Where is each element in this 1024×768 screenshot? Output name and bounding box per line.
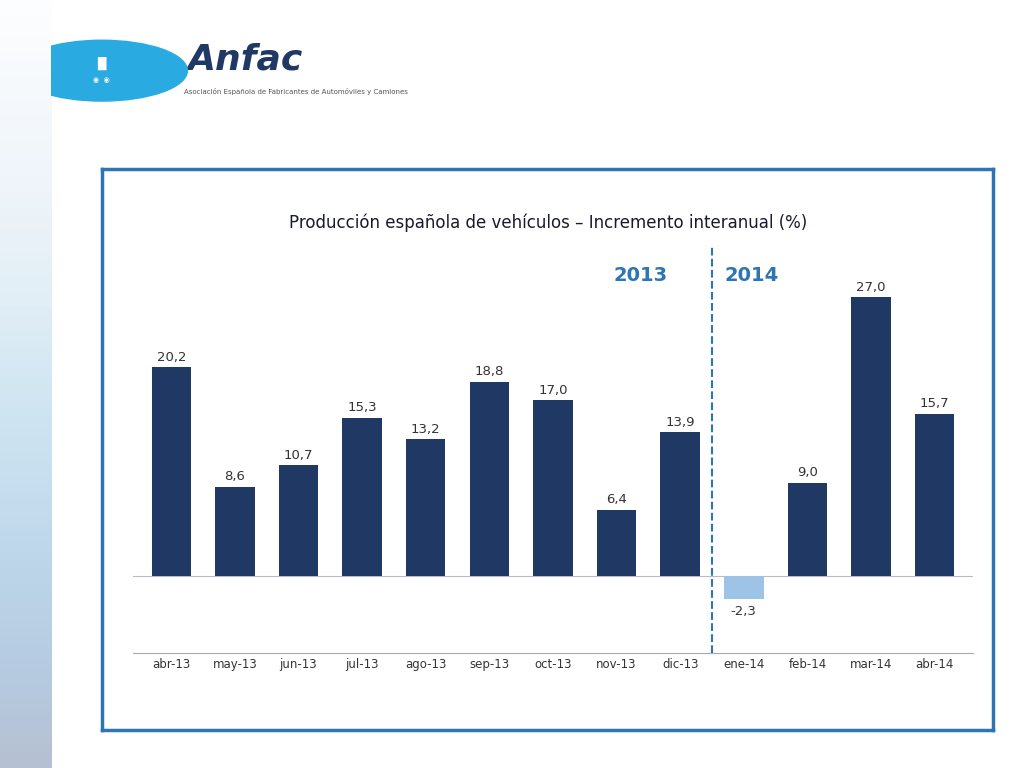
Text: 2013: 2013 — [613, 266, 668, 286]
Bar — [724, 575, 764, 599]
Bar — [914, 414, 954, 575]
Text: ◉  ◉: ◉ ◉ — [93, 78, 111, 84]
Text: 17,0: 17,0 — [539, 384, 567, 397]
Bar — [342, 418, 382, 575]
Text: 20,2: 20,2 — [157, 351, 186, 364]
Text: 8,6: 8,6 — [224, 470, 246, 483]
Text: Producción española de vehículos – Incremento interanual (%): Producción española de vehículos – Incre… — [289, 214, 807, 232]
Bar — [406, 439, 445, 575]
Text: ▉: ▉ — [97, 57, 106, 71]
Text: 18,8: 18,8 — [475, 365, 504, 378]
Bar — [279, 465, 318, 575]
Text: Asociación Española de Fabricantes de Automóviles y Camiones: Asociación Española de Fabricantes de Au… — [183, 88, 408, 95]
Text: 2014: 2014 — [725, 266, 779, 286]
Bar — [470, 382, 509, 575]
Text: 6,4: 6,4 — [606, 493, 627, 506]
Text: 9,0: 9,0 — [797, 466, 818, 479]
Text: -2,3: -2,3 — [731, 605, 757, 618]
Text: Anfac: Anfac — [187, 42, 303, 77]
Circle shape — [16, 40, 187, 101]
Bar — [534, 400, 572, 575]
Bar — [215, 487, 255, 575]
Bar — [787, 483, 827, 575]
Text: 27,0: 27,0 — [856, 280, 886, 293]
Text: 13,9: 13,9 — [666, 415, 695, 429]
Text: 13,2: 13,2 — [411, 423, 440, 436]
Bar — [597, 509, 636, 575]
Text: 15,3: 15,3 — [347, 401, 377, 414]
Bar — [851, 297, 891, 575]
Bar — [660, 432, 700, 575]
Bar — [152, 367, 191, 575]
Text: 15,7: 15,7 — [920, 397, 949, 410]
Text: 10,7: 10,7 — [284, 449, 313, 462]
